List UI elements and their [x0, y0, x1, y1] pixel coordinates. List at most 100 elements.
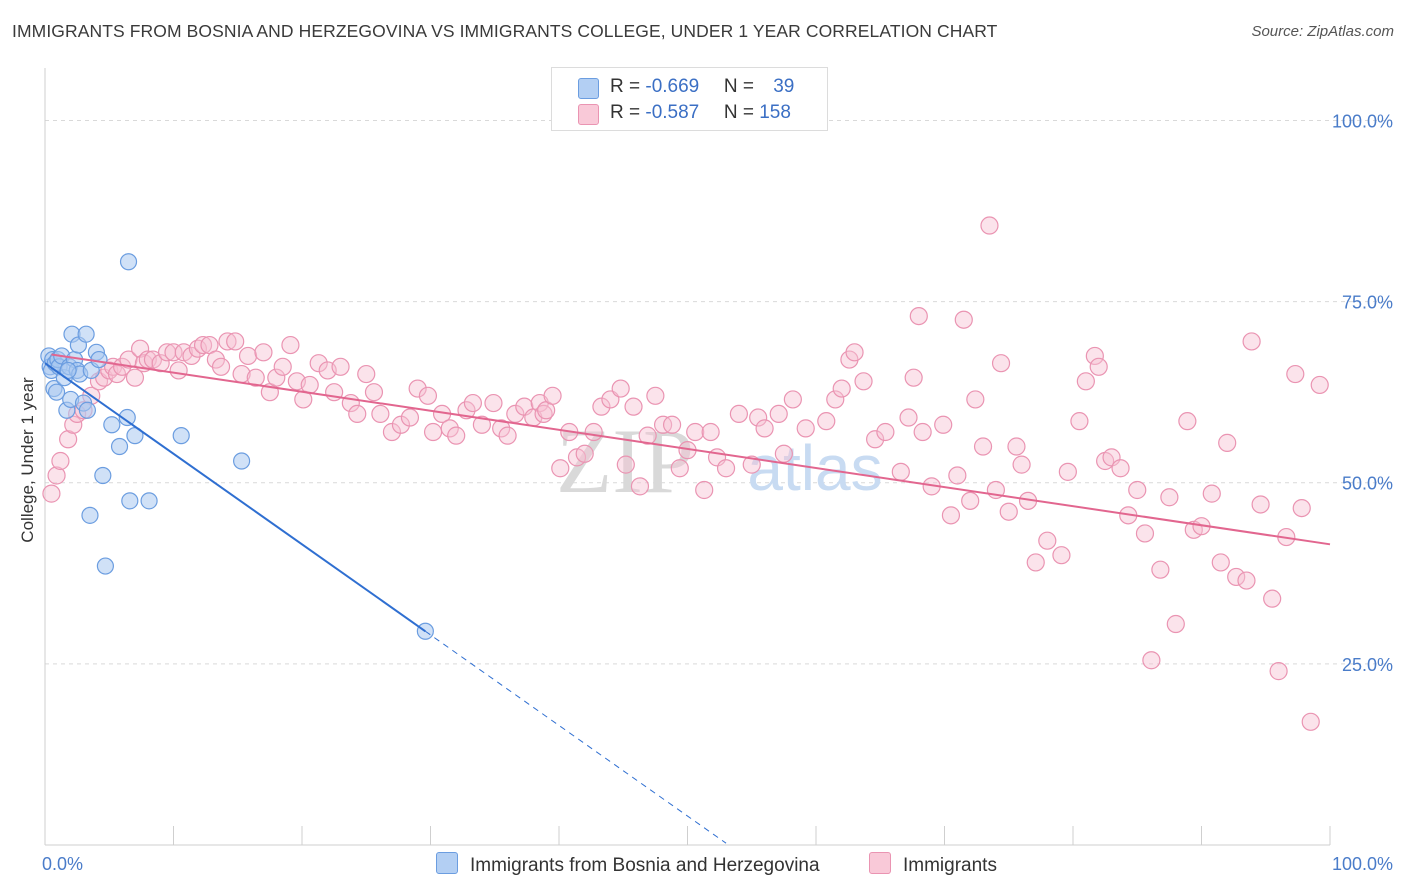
immigrants-point [966, 390, 985, 409]
immigrants-point [463, 393, 483, 413]
y-tick-labels: 25.0% 50.0% 75.0% 100.0% [1332, 111, 1393, 674]
immigrants-point [418, 386, 438, 405]
immigrants-point [1012, 455, 1031, 474]
immigrants-point [400, 408, 420, 427]
trend-lines [44, 353, 1331, 844]
immigrants-point [584, 422, 603, 442]
y-tick-label: 25.0% [1342, 655, 1393, 675]
bosnia-point [47, 383, 66, 401]
legend-n-label: N = [723, 102, 760, 123]
immigrants-point [164, 343, 183, 362]
immigrants-point [1160, 488, 1179, 507]
immigrants-point [729, 404, 749, 424]
bosnia-point [140, 492, 158, 510]
grid-lines [45, 119, 1392, 665]
immigrants-point [670, 459, 689, 478]
immigrants-point [1038, 531, 1057, 550]
bosnia-point [94, 466, 112, 485]
immigrants-point [300, 375, 319, 395]
immigrants-point [218, 332, 237, 351]
immigrants-point [1070, 412, 1089, 431]
immigrants-point [125, 368, 145, 387]
legend-text: R = -0.587 N = 158 [610, 102, 791, 124]
immigrants-point [662, 415, 682, 434]
immigrants-point [742, 455, 761, 474]
legend-n-label: N = [723, 76, 760, 97]
immigrants-point [624, 397, 643, 416]
bosnia-trend-extension [425, 630, 727, 844]
immigrants-point [973, 437, 993, 456]
immigrants-point [716, 459, 736, 478]
y-axis-label: College, Under 1 year [18, 377, 37, 543]
immigrants-point [42, 484, 61, 503]
axes [44, 68, 1331, 846]
immigrants-point [876, 422, 895, 442]
immigrants-point [686, 422, 705, 442]
immigrants-point [59, 430, 78, 449]
immigrants-point [211, 357, 231, 376]
bottom-legend-swatch-pink [869, 852, 891, 874]
immigrants-point [749, 408, 768, 427]
bosnia-point [77, 325, 95, 343]
bosnia-point [118, 408, 136, 427]
immigrants-point [769, 404, 788, 424]
immigrants-point [701, 422, 720, 442]
immigrants-point [616, 455, 635, 474]
immigrants-point [899, 408, 918, 427]
immigrants-point [484, 393, 503, 413]
immigrants-point [472, 415, 491, 434]
bottom-legend-immigrants: Immigrants [869, 852, 997, 877]
legend-r-value: -0.669 [645, 76, 700, 97]
legend-n-value: 158 [759, 102, 791, 123]
immigrants-point [866, 430, 885, 449]
immigrants-point [51, 451, 70, 471]
immigrants-point [226, 332, 245, 351]
immigrants-point [543, 386, 562, 405]
x-tick-label: 100.0% [1332, 854, 1393, 874]
immigrants-points [42, 216, 1329, 731]
immigrants-point [1227, 567, 1246, 587]
source-credit: Source: ZipAtlas.com [1251, 23, 1394, 40]
immigrants-point [357, 364, 376, 384]
y-tick-label: 100.0% [1332, 111, 1393, 131]
immigrants-point [193, 335, 213, 355]
immigrants-point [1178, 412, 1197, 431]
immigrants-point [904, 368, 923, 387]
bosnia-points [40, 253, 434, 640]
correlation-legend: R = -0.669 N = 39 R = -0.587 N = 158 [551, 67, 828, 131]
immigrants-point [630, 477, 650, 496]
immigrants-point [948, 466, 967, 485]
immigrants-point [447, 426, 466, 445]
immigrants-point [331, 357, 350, 376]
bosnia-point [96, 557, 114, 575]
immigrants-point [1058, 462, 1077, 481]
immigrants-point [1142, 651, 1161, 670]
immigrants-point [695, 480, 714, 500]
immigrants-point [941, 506, 961, 525]
immigrants-point [1242, 332, 1261, 351]
x-tick-labels: 0.0% 100.0% [42, 854, 1393, 874]
immigrants-point [281, 335, 300, 355]
immigrants-point [575, 444, 594, 463]
immigrants-point [891, 462, 910, 481]
immigrants-point [826, 390, 845, 409]
bottom-legend-swatch-blue [436, 852, 458, 874]
immigrants-point [980, 216, 999, 235]
immigrants-point [1263, 589, 1282, 608]
immigrants-point [246, 368, 265, 387]
immigrants-point [182, 346, 201, 366]
legend-r-label: R = [610, 102, 646, 123]
immigrants-point [371, 404, 390, 424]
bottom-legend-label: Immigrants from Bosnia and Herzegovina [470, 855, 820, 876]
immigrants-point [1237, 571, 1256, 590]
immigrants-point [909, 306, 928, 326]
immigrants-point [854, 372, 873, 391]
y-tick-label: 75.0% [1342, 293, 1393, 313]
bottom-legend-label: Immigrants [903, 855, 997, 876]
immigrants-point [934, 415, 953, 434]
immigrants-point [267, 368, 286, 387]
bosnia-point [78, 401, 97, 419]
immigrants-point [845, 343, 864, 362]
legend-n-value: 39 [773, 76, 795, 97]
immigrants-point [348, 404, 367, 424]
